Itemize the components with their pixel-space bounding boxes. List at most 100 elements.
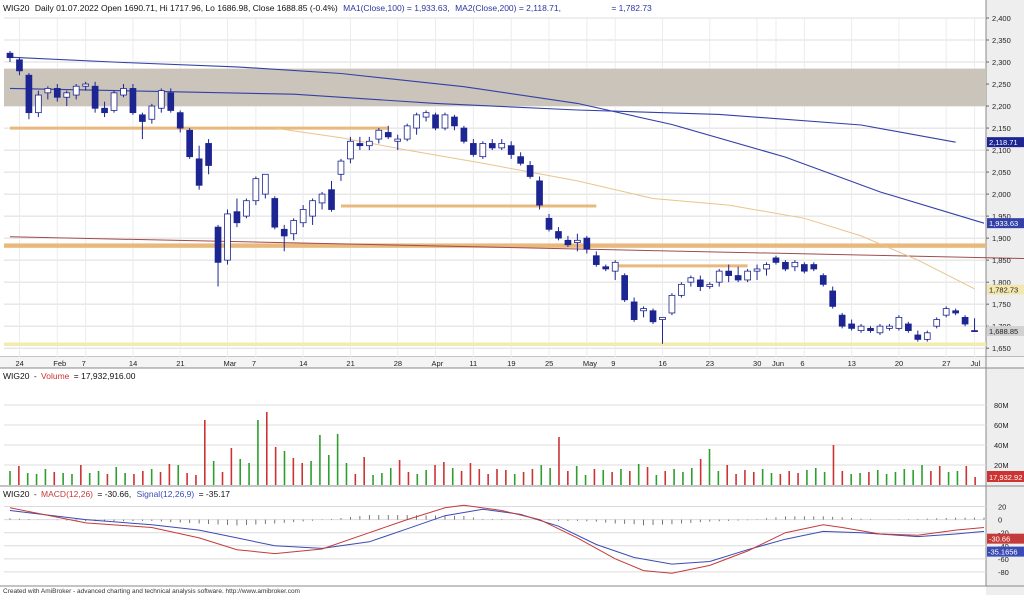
macd-header-label: MACD(12,26) (41, 489, 93, 499)
candle-down (271, 198, 279, 228)
candle-up (611, 261, 619, 272)
candle-up (413, 114, 420, 129)
candle-down (233, 211, 241, 224)
candle-down (16, 59, 23, 72)
x-tick-label: 7 (82, 359, 86, 368)
candle-up (791, 261, 799, 268)
candle-down (819, 275, 827, 285)
candle-up (715, 270, 723, 283)
candle-down (800, 264, 808, 272)
x-tick-label: May (583, 359, 597, 368)
volume-grid (4, 404, 986, 466)
signal-tag-label: -35.1656 (988, 548, 1018, 557)
volume-header-label: Volume (41, 371, 70, 381)
candle-up (252, 178, 260, 202)
macd-y-tick-label: -60 (998, 555, 1009, 564)
candle-down (139, 114, 146, 122)
x-tick-label: 24 (15, 359, 23, 368)
candle-up (574, 239, 581, 243)
candle-up (157, 90, 165, 109)
price-tag-label: 1,688.85 (989, 327, 1018, 336)
candle-up (942, 308, 950, 316)
x-tick-label: 27 (942, 359, 950, 368)
volume-header-value: = 17,932,916.00 (74, 371, 136, 381)
resistance-zone (4, 68, 986, 107)
candle-down (696, 279, 704, 287)
candlesticks (6, 51, 978, 344)
x-tick-label: 19 (507, 359, 515, 368)
candle-up (640, 308, 647, 312)
macd-header: WIG20 - MACD(12,26) = -30.66, Signal(12,… (3, 489, 230, 499)
candle-up (290, 220, 298, 235)
ma200-line (9, 87, 956, 143)
candle-up (82, 83, 89, 87)
footer-credit: Created with AmiBroker - advanced charti… (3, 588, 300, 595)
candle-up (44, 88, 52, 94)
candle-down (328, 189, 335, 210)
macd-histogram (9, 515, 985, 526)
candle-up (744, 270, 751, 281)
candle-down (971, 330, 978, 332)
candle-down (356, 143, 364, 147)
candle-up (35, 94, 42, 114)
candle-down (507, 145, 515, 155)
candle-down (167, 92, 175, 111)
price-y-tick-label: 2,200 (992, 102, 1011, 111)
candle-up (753, 268, 761, 272)
candle-down (176, 112, 184, 129)
candle-up (923, 332, 931, 340)
price-tag-box (987, 326, 1024, 337)
candle-down (536, 180, 543, 206)
macd-y-tick-label: -20 (998, 529, 1009, 538)
x-tick-label: Apr (432, 359, 444, 368)
candle-up (375, 129, 383, 140)
price-tag-box (987, 137, 1024, 148)
header-ma2: MA2(Close,200) = 2,118.71, (455, 3, 561, 13)
candle-up (318, 193, 326, 204)
candle-down (91, 85, 99, 109)
candle-up (857, 325, 865, 331)
candle-down (848, 323, 855, 329)
ma3-line (274, 127, 975, 290)
candle-up (479, 143, 487, 158)
candle-down (280, 228, 288, 237)
price-grid (4, 17, 986, 357)
candle-up (687, 277, 695, 283)
candle-down (460, 127, 468, 142)
x-tick-label: 9 (611, 359, 615, 368)
price-tag-label: 2,118.71 (989, 138, 1018, 147)
candle-up (668, 294, 676, 314)
x-tick-label: 14 (129, 359, 137, 368)
macd-tag-box (987, 533, 1024, 544)
price-header: WIG20 Daily 01.07.2022 Open 1690.71, Hi … (3, 3, 652, 13)
header-ma3: = 1,782.73 (611, 3, 652, 13)
support-zone (4, 243, 986, 248)
price-y-tick-label: 1,900 (992, 234, 1011, 243)
price-y-tick-label: 1,850 (992, 256, 1011, 265)
macd-y-tick-label: -80 (998, 568, 1009, 577)
volume-tag-label: 17,932.92 (989, 473, 1022, 482)
candle-up (347, 140, 354, 160)
x-tick-label: 30 (753, 359, 761, 368)
volume-header-symbol: WIG20 (3, 371, 30, 381)
candle-up (659, 316, 666, 320)
candle-down (952, 310, 959, 314)
candle-down (53, 88, 61, 98)
header-ma1: MA1(Close,100) = 1,933.63, (343, 3, 450, 13)
price-bands (4, 68, 986, 346)
candle-down (129, 88, 137, 114)
x-tick-label: 7 (252, 359, 256, 368)
candle-down (517, 156, 524, 164)
macd-grid (4, 506, 986, 573)
x-tick-label: 25 (545, 359, 553, 368)
candle-down (384, 132, 392, 138)
candle-down (25, 74, 33, 114)
volume-y-tick-label: 20M (994, 461, 1009, 470)
macd-y-tick-label: -40 (998, 542, 1009, 551)
x-tick-label: 21 (346, 359, 354, 368)
candle-up (895, 316, 903, 329)
candle-down (186, 129, 194, 158)
x-tick-label: Feb (53, 359, 66, 368)
candle-up (72, 85, 80, 96)
